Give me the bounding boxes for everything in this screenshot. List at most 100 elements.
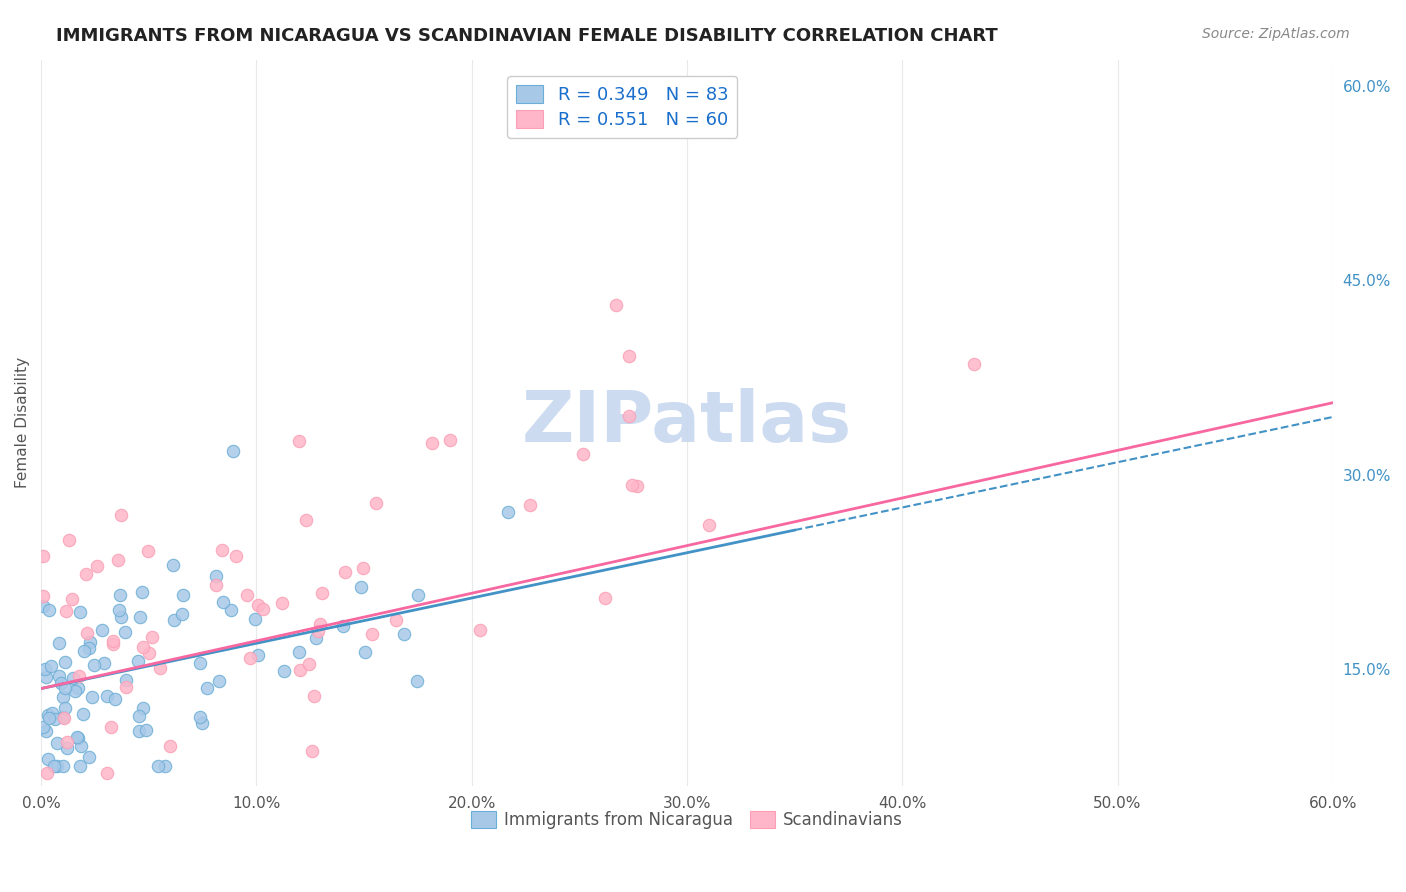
- Point: [392, 627, 415, 641]
- Point: [617, 409, 640, 423]
- Point: [468, 623, 491, 637]
- Point: [73, 643, 96, 657]
- Point: [52, 710, 75, 724]
- Point: [406, 674, 429, 689]
- Point: [132, 640, 155, 655]
- Point: [56, 741, 79, 756]
- Point: [67, 681, 90, 696]
- Point: [58, 533, 80, 548]
- Point: [605, 298, 627, 312]
- Point: [519, 498, 541, 512]
- Point: [107, 553, 129, 567]
- Point: [53, 681, 76, 695]
- Point: [52, 711, 75, 725]
- Point: [77, 640, 100, 655]
- Point: [172, 588, 194, 602]
- Point: [307, 624, 329, 638]
- Point: [211, 543, 233, 558]
- Point: [77, 750, 100, 764]
- Point: [55, 735, 77, 749]
- Point: [188, 656, 211, 670]
- Point: [159, 739, 181, 754]
- Point: [406, 588, 429, 602]
- Point: [32, 720, 55, 734]
- Point: [593, 591, 616, 605]
- Point: [38, 603, 60, 617]
- Point: [86, 558, 108, 573]
- Point: [96, 765, 118, 780]
- Point: [65, 730, 87, 744]
- Point: [239, 651, 262, 665]
- Point: [100, 720, 122, 734]
- Point: [247, 598, 270, 612]
- Point: [302, 689, 325, 703]
- Point: [53, 655, 76, 669]
- Point: [62, 671, 84, 685]
- Point: [190, 716, 212, 731]
- Point: [295, 513, 318, 527]
- Point: [163, 614, 186, 628]
- Point: [298, 657, 321, 672]
- Point: [93, 656, 115, 670]
- Point: [67, 668, 90, 682]
- Point: [131, 585, 153, 599]
- Point: [354, 645, 377, 659]
- Point: [384, 613, 406, 627]
- Point: [55, 604, 77, 618]
- Point: [48, 668, 70, 682]
- Point: [135, 723, 157, 738]
- Point: [67, 731, 90, 745]
- Point: [271, 596, 294, 610]
- Point: [350, 580, 373, 594]
- Legend: Immigrants from Nicaragua, Scandinavians: Immigrants from Nicaragua, Scandinavians: [464, 804, 910, 836]
- Point: [304, 631, 326, 645]
- Point: [128, 709, 150, 723]
- Point: [110, 508, 132, 522]
- Point: [80, 690, 103, 705]
- Point: [110, 610, 132, 624]
- Text: ZIPatlas: ZIPatlas: [522, 388, 852, 458]
- Point: [53, 701, 76, 715]
- Point: [83, 658, 105, 673]
- Point: [127, 654, 149, 668]
- Point: [37, 765, 59, 780]
- Point: [287, 434, 309, 448]
- Point: [63, 683, 86, 698]
- Point: [335, 565, 357, 579]
- Point: [69, 759, 91, 773]
- Point: [301, 744, 323, 758]
- Point: [162, 558, 184, 573]
- Point: [115, 680, 138, 694]
- Point: [153, 759, 176, 773]
- Point: [114, 625, 136, 640]
- Point: [170, 607, 193, 621]
- Point: [75, 567, 97, 582]
- Point: [41, 706, 63, 720]
- Point: [37, 752, 59, 766]
- Point: [69, 605, 91, 619]
- Point: [70, 739, 93, 754]
- Text: Source: ZipAtlas.com: Source: ZipAtlas.com: [1202, 27, 1350, 41]
- Point: [129, 610, 152, 624]
- Point: [35, 724, 58, 739]
- Point: [148, 661, 170, 675]
- Point: [46, 759, 69, 773]
- Text: IMMIGRANTS FROM NICARAGUA VS SCANDINAVIAN FEMALE DISABILITY CORRELATION CHART: IMMIGRANTS FROM NICARAGUA VS SCANDINAVIA…: [56, 27, 998, 45]
- Point: [420, 436, 443, 450]
- Point: [60, 592, 83, 607]
- Y-axis label: Female Disability: Female Disability: [15, 357, 30, 488]
- Point: [235, 588, 257, 602]
- Point: [136, 544, 159, 558]
- Point: [572, 447, 595, 461]
- Point: [108, 603, 131, 617]
- Point: [361, 627, 384, 641]
- Point: [243, 611, 266, 625]
- Point: [91, 623, 114, 637]
- Point: [108, 588, 131, 602]
- Point: [132, 701, 155, 715]
- Point: [44, 712, 66, 726]
- Point: [72, 706, 94, 721]
- Point: [626, 479, 648, 493]
- Point: [79, 634, 101, 648]
- Point: [222, 444, 245, 458]
